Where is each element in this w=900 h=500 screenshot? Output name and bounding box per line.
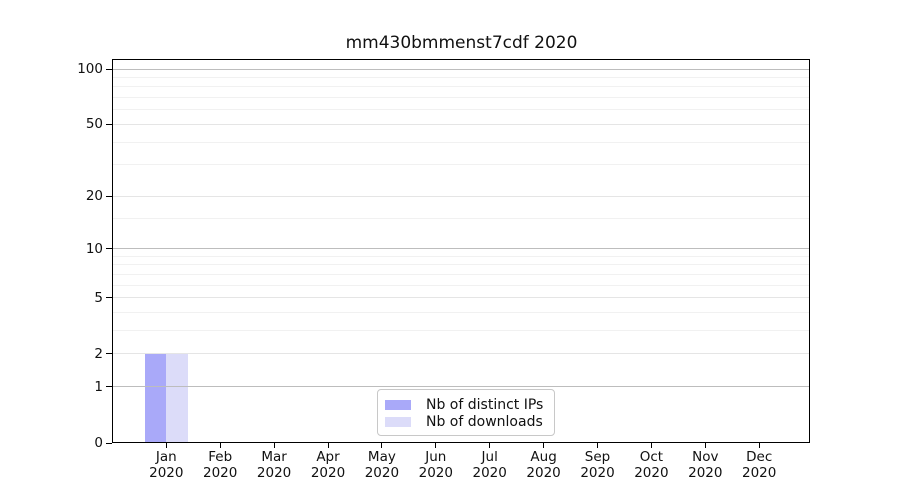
x-tick-label: Oct 2020 [634,449,669,481]
y-tick-label: 2 [94,345,103,362]
gridline [113,353,809,354]
gridline [113,124,809,125]
chart-title: mm430bmmenst7cdf 2020 [345,33,578,53]
legend-swatch-downloads [385,417,411,428]
y-tick [106,442,112,444]
x-tick-label: Mar 2020 [256,449,292,481]
x-tick [273,443,275,448]
gridline-minor [113,77,809,78]
gridline-minor [113,312,809,313]
gridline-minor [113,274,809,275]
x-tick-label: May 2020 [364,449,400,481]
legend-entry-distinct-ips: Nb of distinct IPs [385,396,554,414]
x-tick [543,443,545,448]
y-tick-label: 5 [94,289,103,306]
x-tick [597,443,598,448]
x-tick [650,443,652,448]
x-tick [165,443,167,448]
gridline-minor [113,97,809,98]
y-tick-label: 10 [85,240,103,257]
legend-label-downloads: Nb of downloads [426,414,543,431]
x-tick [435,443,437,448]
gridline-minor [113,218,809,219]
y-tick [106,68,112,70]
x-tick-label: Jan 2020 [149,449,184,481]
gridline-minor [113,142,809,143]
x-tick-label: Nov 2020 [688,449,723,481]
bar-distinct-ips [144,353,167,442]
y-tick [106,248,112,250]
y-tick [106,386,112,388]
y-tick [106,195,112,197]
legend-entry-downloads: Nb of downloads [385,414,554,432]
bar-downloads [166,353,188,442]
legend: Nb of distinct IPs Nb of downloads [377,389,555,436]
gridline-major [113,248,809,249]
x-tick [219,443,221,448]
x-tick-label: Jul 2020 [472,449,507,481]
gridline-minor [113,264,809,265]
legend-label-distinct-ips: Nb of distinct IPs [426,396,544,413]
x-tick [381,443,383,448]
gridline-minor [113,330,809,331]
x-tick [489,443,491,448]
x-tick [704,443,706,448]
y-tick-label: 1 [94,378,103,395]
x-tick-label: Feb 2020 [203,449,238,481]
x-tick-label: Sep 2020 [580,449,615,481]
gridline-minor [113,109,809,110]
y-tick [106,297,112,299]
y-tick-label: 50 [85,116,103,133]
y-tick-label: 0 [94,435,103,451]
gridline-minor [113,285,809,286]
x-tick [327,443,329,448]
x-tick-label: Aug 2020 [526,449,561,481]
y-tick [106,353,112,355]
gridline-minor [113,86,809,87]
y-tick-label: 20 [85,188,103,205]
gridline [113,196,809,197]
plot-area [112,59,810,443]
gridline-major [113,386,809,387]
x-tick-label: Apr 2020 [310,449,346,481]
x-tick-label: Jun 2020 [418,449,453,481]
gridline-minor [113,164,809,165]
x-tick-label: Dec 2020 [742,449,777,481]
legend-swatch-distinct-ips [385,399,411,410]
gridline-minor [113,256,809,257]
x-tick [758,443,760,448]
y-tick-label: 100 [77,61,103,77]
gridline-major [113,69,809,70]
y-tick [106,123,112,125]
gridline [113,297,809,298]
